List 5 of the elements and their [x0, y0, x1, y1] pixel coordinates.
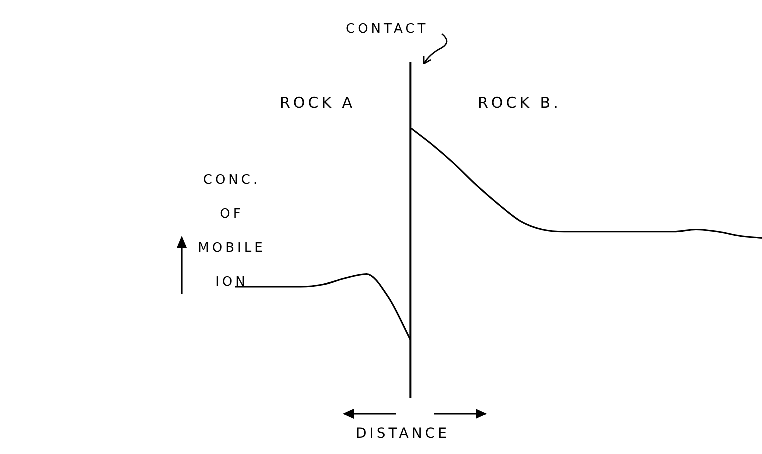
text: CONTACT [346, 22, 429, 37]
text: ROCK A [280, 94, 356, 112]
text: CONC. OF MOBILE ION [198, 173, 266, 290]
text: DISTANCE [356, 426, 450, 442]
text: ROCK B. [478, 94, 562, 112]
